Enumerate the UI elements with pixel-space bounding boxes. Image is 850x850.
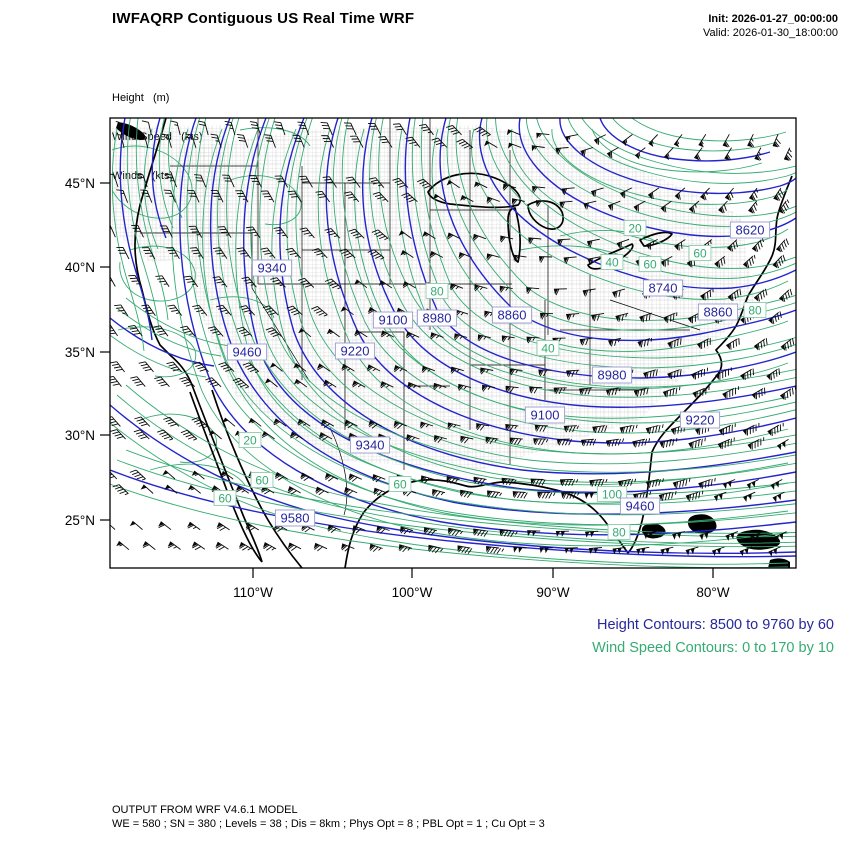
svg-text:60: 60 [393, 477, 407, 491]
height-label: 9460 [226, 343, 268, 361]
lon-tick-label: 90°W [536, 585, 569, 600]
contour-captions: Height Contours: 8500 to 9760 by 60 Wind… [592, 614, 834, 660]
svg-text:60: 60 [255, 473, 269, 487]
height-label: 8860 [697, 303, 739, 321]
svg-text:40: 40 [541, 341, 555, 355]
svg-text:60: 60 [643, 257, 657, 271]
svg-text:9100: 9100 [379, 313, 408, 328]
lat-tick-label: 30°N [65, 428, 95, 443]
svg-text:80: 80 [430, 284, 444, 298]
wind-speed-label: 60 [250, 472, 274, 488]
svg-text:8740: 8740 [649, 281, 678, 296]
height-label: 8860 [491, 306, 533, 324]
height-label: 9220 [679, 411, 721, 429]
svg-text:80: 80 [612, 525, 626, 539]
wind-contour-caption: Wind Speed Contours: 0 to 170 by 10 [592, 640, 834, 656]
county-grid-texture [112, 125, 755, 470]
height-label: 8980 [591, 366, 633, 384]
height-label: 9340 [251, 259, 293, 277]
svg-text:8620: 8620 [736, 223, 765, 238]
model-info: OUTPUT FROM WRF V4.6.1 MODEL WE = 580 ; … [112, 803, 545, 831]
axis-layer: 45°N 40°N 35°N 30°N 25°N 110°W 100°W 90°W 80°W [65, 176, 730, 600]
model-info-line1: OUTPUT FROM WRF V4.6.1 MODEL [112, 804, 298, 816]
height-label: 9100 [524, 406, 566, 424]
height-label: 8620 [729, 221, 771, 239]
svg-text:9460: 9460 [233, 345, 262, 360]
lat-tick-label: 25°N [65, 513, 95, 528]
svg-text:9460: 9460 [626, 499, 655, 514]
height-label: 8980 [416, 309, 458, 327]
lat-tick-label: 35°N [65, 345, 95, 360]
map-frame [109, 117, 797, 569]
init-time: Init: 2026-01-27_00:00:00 [708, 13, 838, 25]
height-label: 9580 [274, 509, 316, 527]
svg-text:60: 60 [218, 491, 232, 505]
contour-labels-layer: 80 80 20 40 60 60 40 100 80 60 60 20 60 9340 9460 9220 9… [213, 220, 771, 540]
wind-speed-label: 80 [607, 524, 631, 540]
lat-tick-label: 40°N [65, 260, 95, 275]
svg-text:100: 100 [602, 487, 622, 501]
svg-text:8860: 8860 [498, 308, 527, 323]
svg-text:8860: 8860 [704, 305, 733, 320]
valid-time: Valid: 2026-01-30_18:00:00 [703, 27, 838, 39]
wind-speed-label: 40 [600, 254, 624, 270]
wind-speed-label: 20 [238, 432, 262, 448]
lon-tick-label: 80°W [696, 585, 729, 600]
svg-text:20: 20 [243, 433, 257, 447]
wind-speed-label: 60 [388, 476, 412, 492]
wind-speed-label: 80 [743, 302, 767, 318]
wind-speed-label: 100 [596, 486, 628, 502]
svg-text:40: 40 [605, 255, 619, 269]
wind-speed-label: 60 [213, 490, 237, 506]
svg-text:20: 20 [628, 221, 642, 235]
svg-text:9220: 9220 [686, 413, 715, 428]
height-contour-caption: Height Contours: 8500 to 9760 by 60 [597, 617, 834, 633]
svg-text:8980: 8980 [423, 311, 452, 326]
run-times: Init: 2026-01-27_00:00:00 Valid: 2026-01… [703, 12, 838, 40]
svg-text:60: 60 [693, 246, 707, 260]
lon-tick-label: 100°W [392, 585, 433, 600]
height-label: 9220 [334, 342, 376, 360]
wind-speed-label: 40 [536, 340, 560, 356]
height-label: 9100 [372, 311, 414, 329]
wind-speed-label: 60 [638, 256, 662, 272]
svg-text:80: 80 [748, 303, 762, 317]
lon-tick-label: 110°W [233, 585, 273, 600]
wind-speed-label: 80 [425, 283, 449, 299]
svg-text:9340: 9340 [356, 438, 385, 453]
svg-text:9340: 9340 [258, 261, 287, 276]
svg-text:9580: 9580 [281, 511, 310, 526]
wind-speed-label: 60 [688, 245, 712, 261]
svg-text:9100: 9100 [531, 408, 560, 423]
legend-height: Height (m) [112, 92, 170, 104]
height-label: 9340 [349, 436, 391, 454]
svg-text:8980: 8980 [598, 368, 627, 383]
lat-tick-label: 45°N [65, 176, 95, 191]
wind-speed-label: 20 [623, 220, 647, 236]
model-info-line2: WE = 580 ; SN = 380 ; Levels = 38 ; Dis … [112, 818, 545, 830]
height-label: 8740 [642, 279, 684, 297]
height-label: 9460 [619, 497, 661, 515]
svg-text:9220: 9220 [341, 344, 370, 359]
page-title: IWFAQRP Contiguous US Real Time WRF [112, 10, 415, 27]
